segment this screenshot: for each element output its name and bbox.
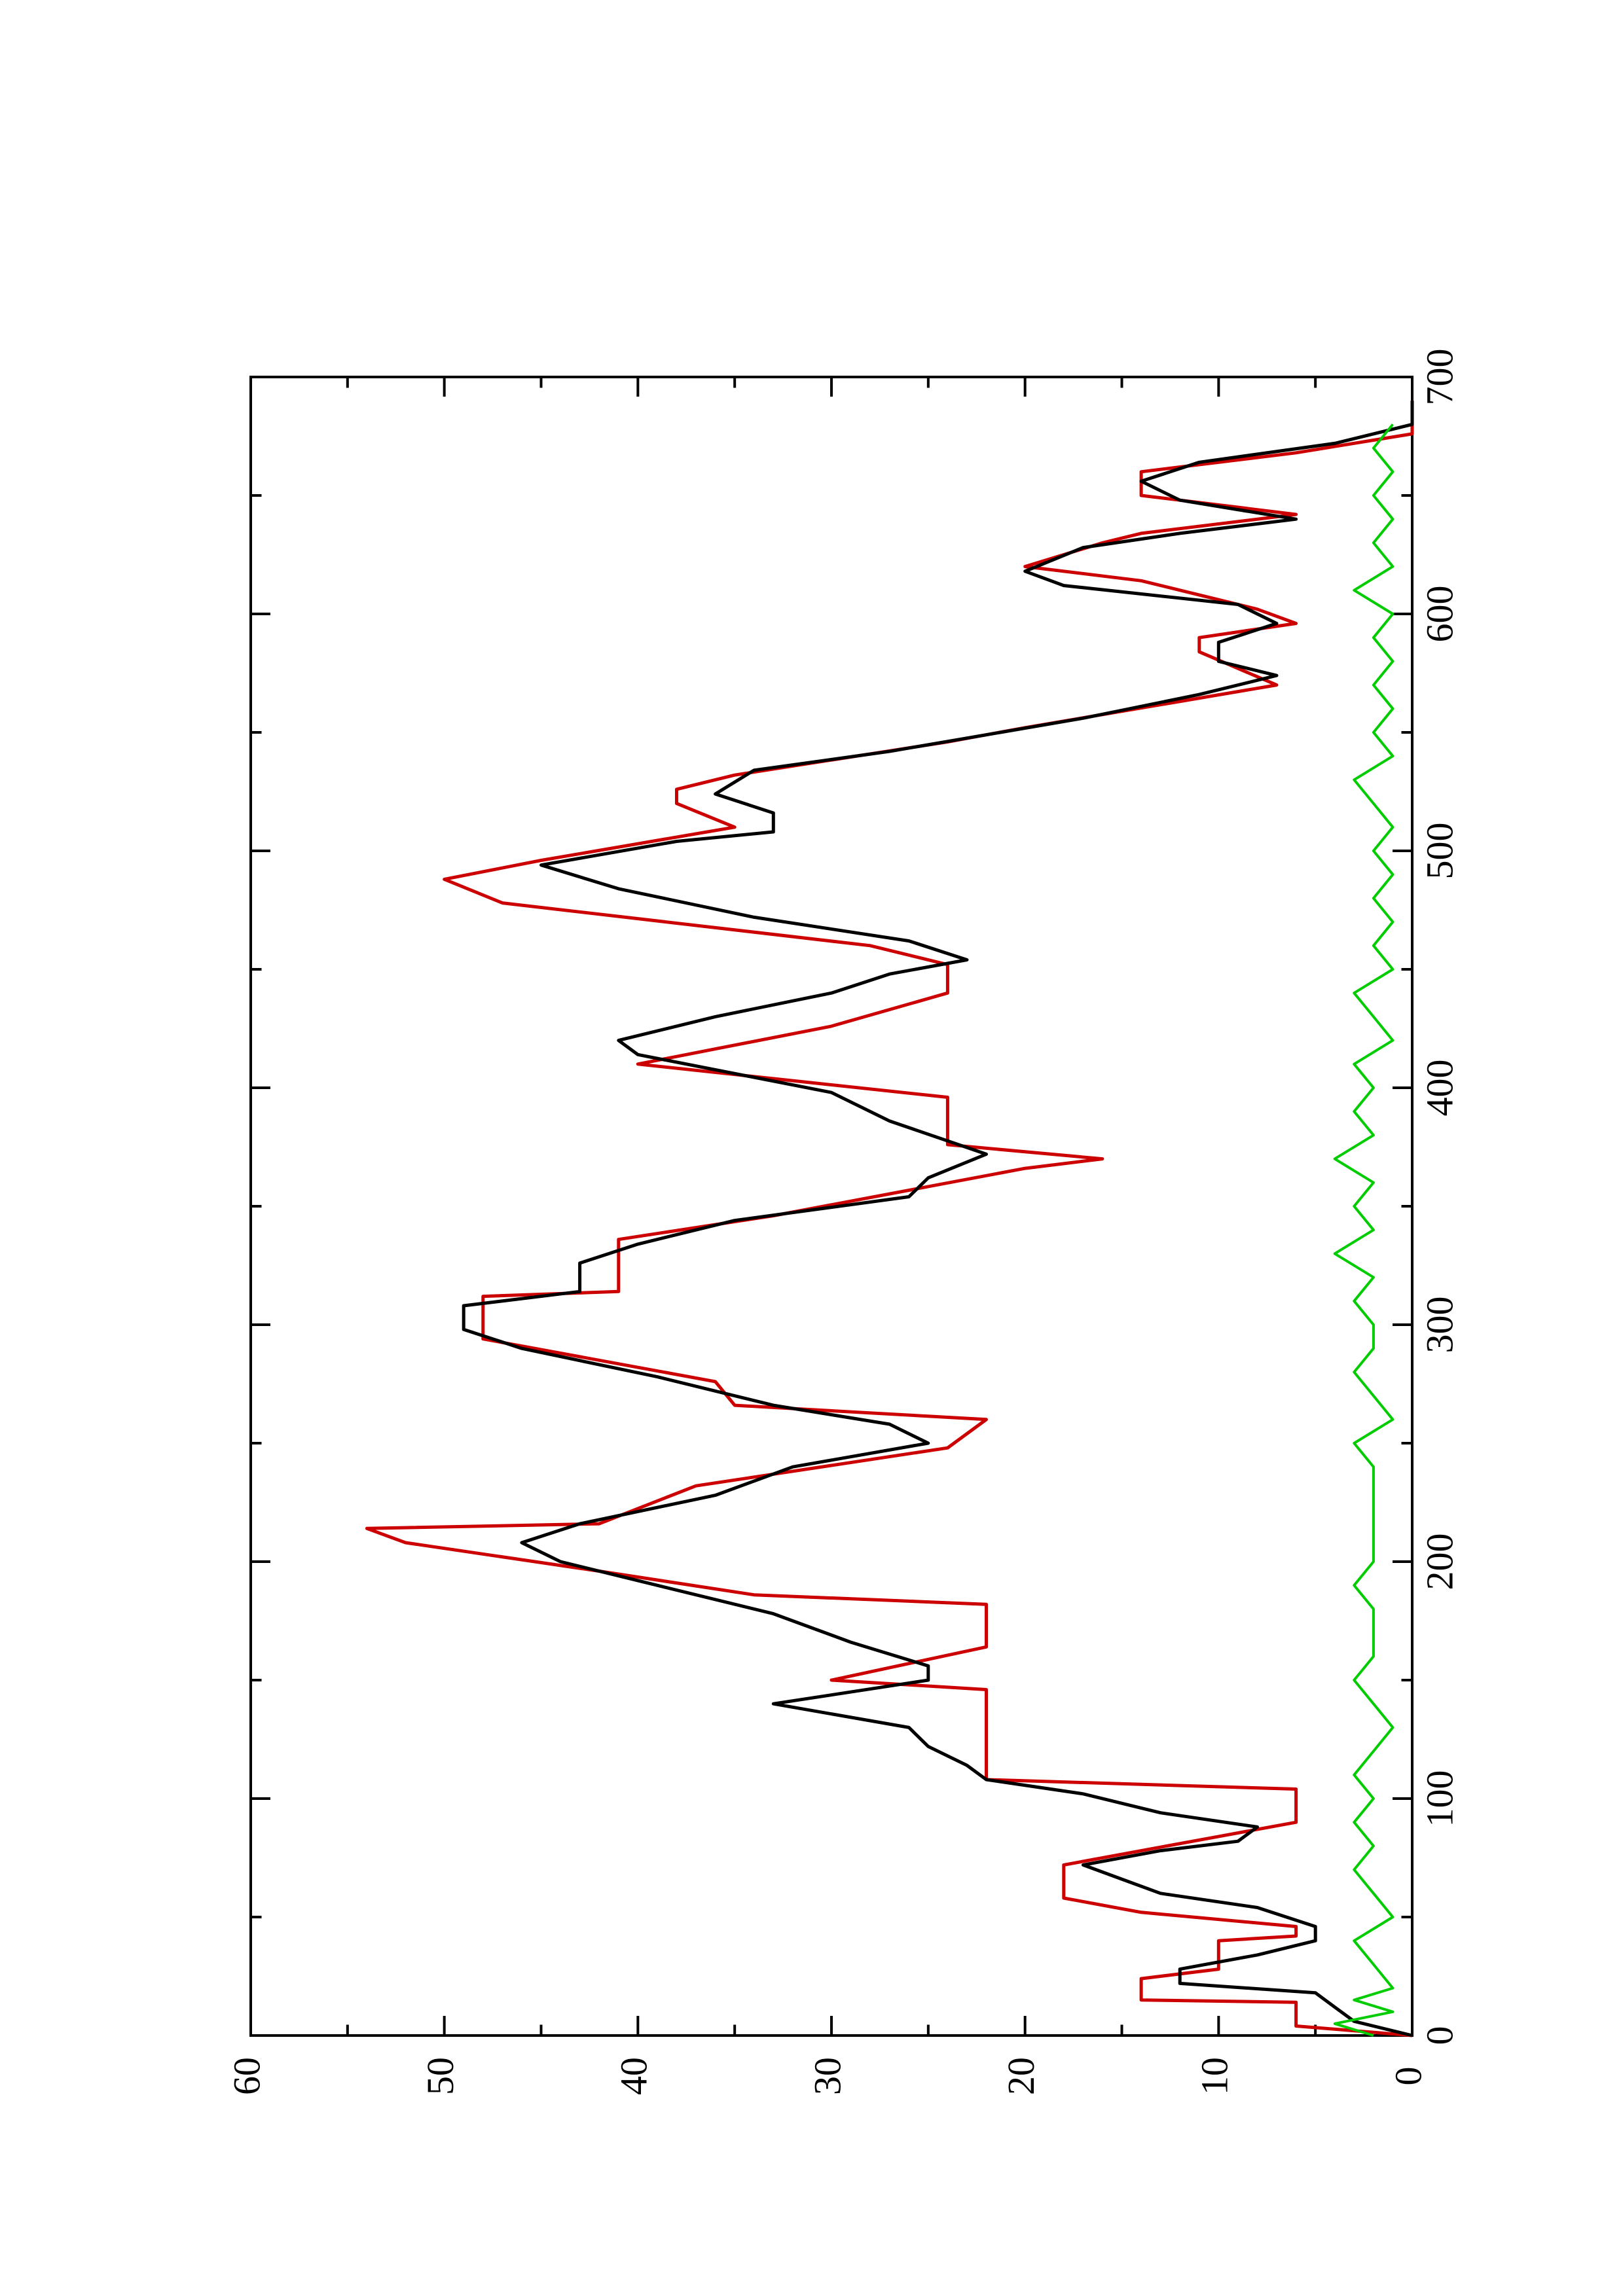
y-tick-label: 50 xyxy=(419,2057,462,2095)
x-tick-label: 700 xyxy=(1418,349,1461,406)
tick-labels: 0 100 200 300 400 500 600 700 0 10 20 30 40 50 60 xyxy=(225,349,1461,2096)
series-line-2 xyxy=(1333,423,1395,2037)
series-line-0 xyxy=(365,401,1414,2037)
x-tick-label: 300 xyxy=(1418,1297,1461,1354)
series-line-1 xyxy=(462,401,1414,2037)
x-tick-label: 200 xyxy=(1418,1534,1461,1590)
series-layer xyxy=(365,401,1414,2037)
y-tick-label: 30 xyxy=(806,2057,848,2095)
x-tick-label: 400 xyxy=(1418,1060,1461,1117)
y-tick-label: 10 xyxy=(1194,2057,1236,2095)
y-tick-label: 40 xyxy=(613,2057,655,2095)
x-tick-label: 100 xyxy=(1418,1770,1461,1827)
x-tick-label: 0 xyxy=(1418,2026,1461,2045)
x-tick-label: 500 xyxy=(1418,823,1461,880)
axis-ticks xyxy=(249,376,1413,2037)
y-tick-label: 0 xyxy=(1387,2067,1429,2086)
x-tick-label: 600 xyxy=(1418,586,1461,643)
y-tick-label: 20 xyxy=(1000,2057,1042,2095)
y-tick-label: 60 xyxy=(225,2057,268,2095)
